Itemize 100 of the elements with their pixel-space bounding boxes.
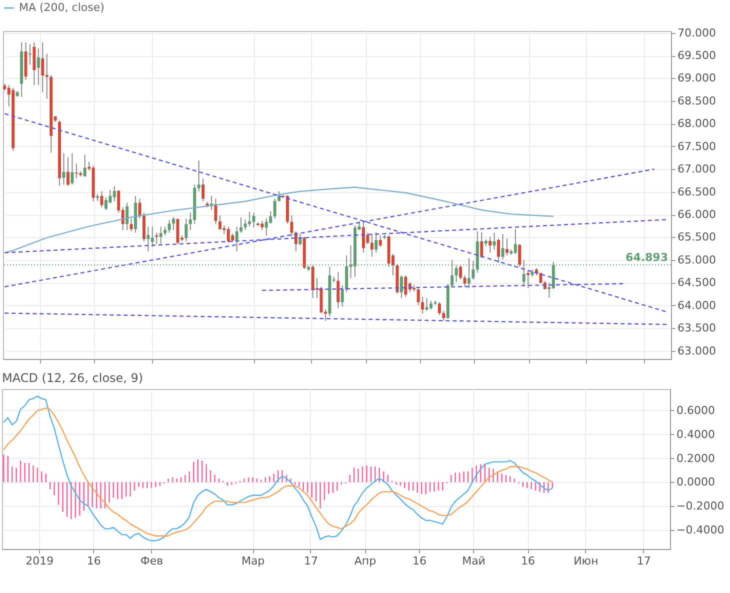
candlestick bbox=[214, 198, 218, 225]
candlestick bbox=[260, 220, 264, 230]
candlestick bbox=[459, 264, 462, 280]
candlestick bbox=[492, 232, 496, 250]
candlestick bbox=[539, 272, 542, 284]
candlestick bbox=[66, 156, 70, 186]
x-tick-label: 16 bbox=[86, 554, 101, 568]
candlestick bbox=[290, 214, 294, 238]
y-tick-label: 66.500 bbox=[678, 185, 716, 198]
x-tick-label: Июн bbox=[574, 554, 598, 568]
candlestick bbox=[62, 152, 66, 186]
candlestick bbox=[218, 214, 222, 230]
y-tick-label: 63.000 bbox=[678, 344, 716, 358]
x-tick-label: Май bbox=[462, 554, 486, 568]
candlestick bbox=[488, 236, 492, 254]
candlestick bbox=[269, 210, 272, 224]
x-tick-label: 16 bbox=[521, 554, 536, 568]
candlestick bbox=[155, 232, 158, 245]
candlestick bbox=[463, 274, 466, 288]
candlestick bbox=[104, 196, 108, 210]
y-tick-label: 67.000 bbox=[678, 162, 716, 176]
y-tick-label: 65.500 bbox=[678, 230, 716, 244]
candlestick bbox=[32, 42, 36, 86]
y-tick-label: 0.2000 bbox=[676, 452, 715, 465]
candlestick bbox=[41, 42, 44, 93]
candlestick bbox=[28, 44, 32, 66]
candlestick bbox=[336, 272, 340, 309]
candlestick bbox=[416, 288, 420, 306]
y-tick-label: 0.6000 bbox=[676, 404, 715, 417]
candlestick bbox=[374, 232, 378, 254]
ref-line-label: 64.893 bbox=[626, 250, 668, 264]
candlestick bbox=[362, 220, 365, 254]
candlestick bbox=[442, 310, 446, 322]
y-tick-label: 69.000 bbox=[678, 72, 716, 85]
candlestick bbox=[273, 198, 276, 220]
line-series bbox=[4, 186, 554, 254]
candlestick bbox=[146, 226, 150, 252]
y-tick-label: 64.500 bbox=[678, 276, 716, 290]
x-tick-label: 17 bbox=[636, 554, 651, 568]
candlestick bbox=[45, 53, 48, 100]
candlestick bbox=[100, 190, 104, 208]
y-tick-label: 67.500 bbox=[678, 140, 716, 153]
candlestick bbox=[378, 234, 382, 248]
x-tick-label: Апр bbox=[354, 554, 376, 568]
y-tick-label: 65.000 bbox=[678, 253, 716, 266]
candlestick bbox=[526, 270, 530, 289]
candlestick bbox=[438, 302, 441, 316]
candlestick bbox=[505, 238, 508, 256]
candlestick bbox=[70, 152, 74, 186]
candlestick bbox=[311, 264, 314, 299]
candlestick bbox=[425, 298, 428, 312]
candlestick bbox=[83, 154, 86, 177]
candlestick bbox=[340, 284, 344, 308]
x-tick-label: 2019 bbox=[26, 554, 54, 568]
y-tick-label: 0.0000 bbox=[676, 476, 715, 489]
x-tick-label: 17 bbox=[304, 554, 318, 568]
candlestick bbox=[150, 226, 154, 248]
candlestick bbox=[480, 232, 484, 259]
candlestick bbox=[264, 218, 268, 236]
candlestick bbox=[226, 226, 230, 244]
candlestick bbox=[518, 244, 522, 268]
candlestick bbox=[497, 238, 500, 264]
y-tick-label: 66.000 bbox=[678, 208, 716, 222]
y-tick-label: 70.000 bbox=[678, 26, 716, 40]
candlestick bbox=[112, 185, 116, 202]
candlestick bbox=[454, 264, 458, 283]
candlestick bbox=[248, 211, 251, 227]
candlestick bbox=[176, 218, 180, 245]
candlestick bbox=[235, 226, 238, 252]
x-tick-label: Фев bbox=[140, 554, 164, 568]
candlestick bbox=[172, 216, 176, 230]
y-tick-label: −0.4000 bbox=[676, 523, 724, 536]
y-tick-label: 69.500 bbox=[678, 49, 716, 62]
candlestick bbox=[142, 212, 146, 242]
candlestick bbox=[501, 234, 504, 260]
candlestick bbox=[138, 198, 142, 220]
candlestick bbox=[240, 216, 243, 234]
candlestick bbox=[400, 274, 403, 299]
candlestick bbox=[36, 48, 40, 86]
candlestick bbox=[514, 228, 517, 255]
y-tick-label: −0.2000 bbox=[676, 500, 724, 513]
x-tick-label: Мар bbox=[241, 554, 265, 568]
y-tick-label: 64.000 bbox=[678, 298, 716, 312]
candlestick bbox=[130, 218, 133, 232]
y-tick-label: 68.500 bbox=[678, 94, 716, 108]
candlestick bbox=[126, 202, 129, 230]
x-tick-label: 16 bbox=[412, 554, 426, 568]
candlestick bbox=[278, 190, 281, 202]
candlestick bbox=[202, 178, 205, 202]
candlestick bbox=[168, 219, 171, 234]
candlestick bbox=[74, 163, 78, 179]
candlestick bbox=[252, 212, 256, 228]
candlestick bbox=[184, 218, 188, 242]
legend-label: MA (200, close) bbox=[19, 1, 104, 14]
candlestick bbox=[244, 219, 247, 230]
candlestick bbox=[159, 226, 162, 245]
candlestick bbox=[370, 234, 374, 258]
y-tick-label: 63.500 bbox=[678, 322, 716, 335]
chart-title: MACD (12, 26, close, 9) bbox=[2, 371, 144, 385]
y-tick-label: 0.4000 bbox=[676, 428, 715, 441]
